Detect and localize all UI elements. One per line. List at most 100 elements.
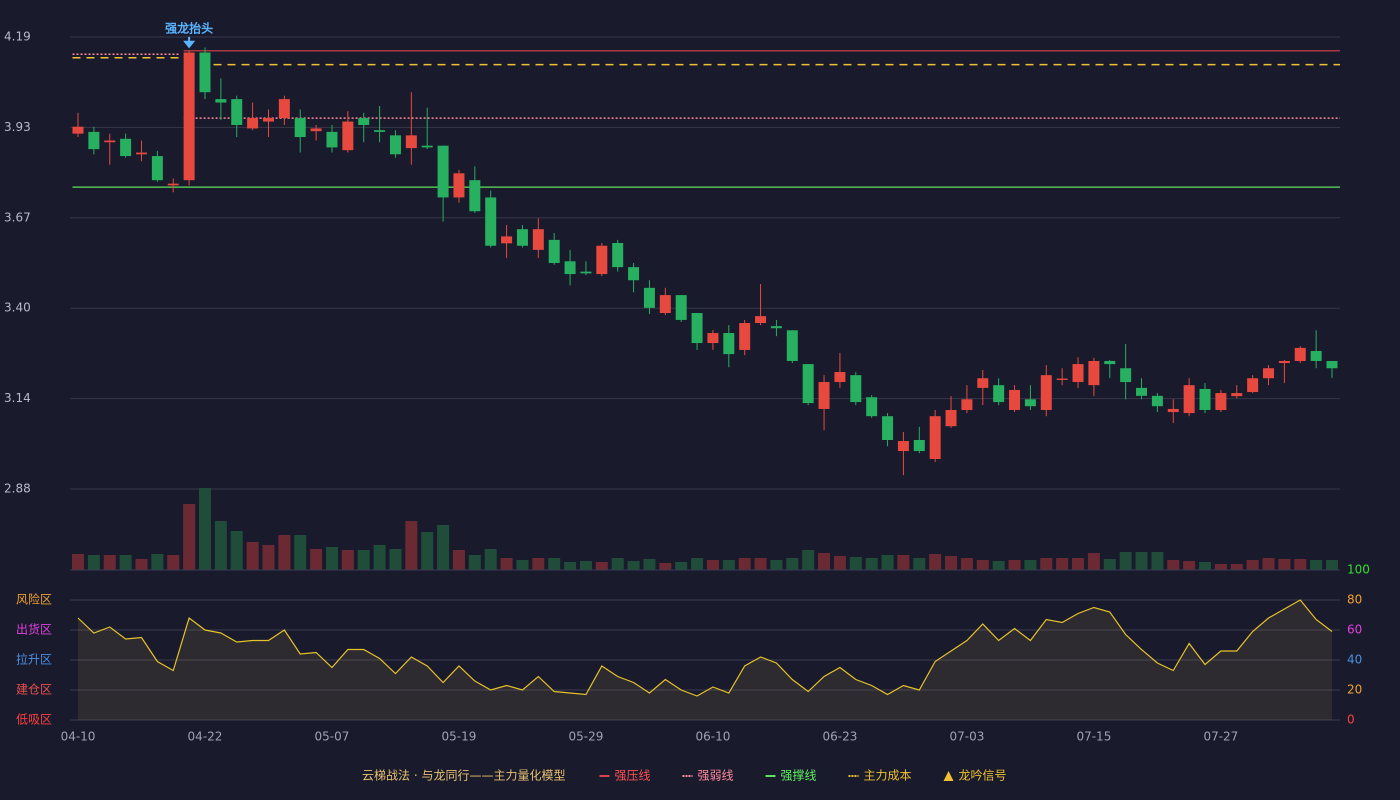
x-tick-label: 05-29: [569, 730, 604, 744]
candle-body: [310, 128, 322, 132]
volume-bar: [738, 558, 751, 570]
candle-body: [183, 52, 195, 181]
volume-bar: [468, 555, 481, 570]
volume-bar: [675, 562, 688, 570]
zone-label: 出货区: [16, 622, 52, 637]
candle-body: [897, 441, 909, 452]
candle-body: [88, 131, 100, 150]
volume-bar: [325, 547, 338, 570]
volume-bar: [452, 550, 465, 570]
candle-body: [1024, 399, 1036, 407]
candle-body: [104, 140, 116, 143]
candle-body: [247, 118, 259, 129]
candle-body: [1136, 387, 1148, 396]
candle-body: [374, 130, 386, 132]
volume-bar: [484, 549, 497, 570]
y-tick-label: 2.88: [4, 482, 31, 496]
annotation-arrow: [183, 36, 196, 49]
candle-body: [72, 126, 84, 134]
volume-bar: [627, 561, 640, 570]
y-tick-label: 3.93: [4, 120, 31, 134]
candle-body: [929, 416, 941, 459]
candle-body: [866, 397, 878, 417]
volume-bar: [1214, 564, 1227, 570]
candle-body: [993, 385, 1005, 403]
volume-bar: [214, 521, 227, 570]
volume-bar: [1199, 562, 1212, 570]
candle-body: [1263, 368, 1275, 379]
volume-bar: [532, 558, 545, 570]
volume-bar: [389, 549, 402, 570]
legend-label: 强弱线: [697, 769, 733, 783]
candle-body: [945, 409, 957, 427]
volume-bar: [1183, 561, 1196, 570]
volume-bar: [262, 545, 275, 570]
y-tick-label: 60: [1347, 623, 1362, 637]
candle-body: [485, 197, 497, 246]
candle-body: [532, 229, 544, 250]
x-tick-label: 04-10: [61, 730, 96, 744]
candle-body: [961, 399, 973, 410]
volume-bar: [754, 558, 767, 570]
volume-bar: [833, 556, 846, 570]
legend-label: 强压线: [614, 769, 650, 783]
candle-body: [913, 440, 925, 452]
volume-bar: [548, 558, 561, 570]
y-tick-label: 3.14: [4, 391, 31, 405]
y-tick-label: 0: [1347, 713, 1355, 727]
volume-bar: [1167, 560, 1180, 570]
candle-body: [1072, 364, 1084, 383]
candle-body: [723, 333, 735, 355]
volume-bar: [500, 558, 513, 570]
volume-bar: [595, 562, 608, 570]
zone-label: 风险区: [16, 592, 52, 607]
volume-bar: [246, 542, 259, 570]
candle-body: [215, 99, 227, 103]
volume-bar: [897, 555, 910, 570]
volume-bar: [1278, 559, 1291, 570]
candle-body: [1310, 350, 1322, 361]
candle-body: [501, 236, 513, 244]
candle-body: [326, 131, 338, 148]
candle-body: [612, 242, 624, 268]
candle-body: [802, 364, 814, 404]
volume-bar: [786, 558, 799, 570]
volume-bar: [802, 550, 815, 570]
volume-bar: [151, 554, 164, 570]
x-tick-label: 07-27: [1203, 730, 1238, 744]
volume-bar: [294, 535, 307, 570]
legend-label: 龙吟信号: [959, 768, 1007, 783]
volume-bar: [1326, 560, 1338, 570]
volume-bar: [167, 555, 180, 570]
x-tick-label: 04-22: [188, 730, 223, 744]
candle-body: [421, 145, 433, 148]
volume-bar: [770, 560, 783, 570]
legend-label: 强撑线: [780, 768, 816, 783]
zone-label: 拉升区: [16, 652, 52, 667]
volume-bar: [421, 532, 434, 570]
volume-bar: [1310, 560, 1323, 570]
x-tick-label: 06-10: [695, 730, 730, 744]
candle-body: [437, 145, 449, 198]
y-tick-label: 3.40: [4, 301, 31, 315]
volume-bar: [135, 559, 148, 570]
candle-body: [691, 313, 703, 344]
volume-bar: [198, 488, 211, 570]
zone-label: 建仓区: [16, 683, 52, 697]
volume-bar: [865, 558, 878, 570]
volume-bar: [611, 558, 624, 570]
volume-bar: [1119, 552, 1132, 570]
volume-bar: [437, 525, 450, 570]
candle-body: [739, 323, 751, 350]
candle-body: [1056, 378, 1068, 380]
volume-bar: [849, 557, 862, 570]
volume-bar: [357, 550, 370, 570]
volume-bar: [960, 558, 973, 570]
zone-label: 低吸区: [16, 713, 52, 727]
volume-bar: [1040, 558, 1053, 570]
y-tick-label: 20: [1347, 683, 1362, 697]
candle-body: [278, 99, 290, 119]
volume-bar: [373, 545, 386, 570]
volume-bar: [72, 554, 84, 570]
